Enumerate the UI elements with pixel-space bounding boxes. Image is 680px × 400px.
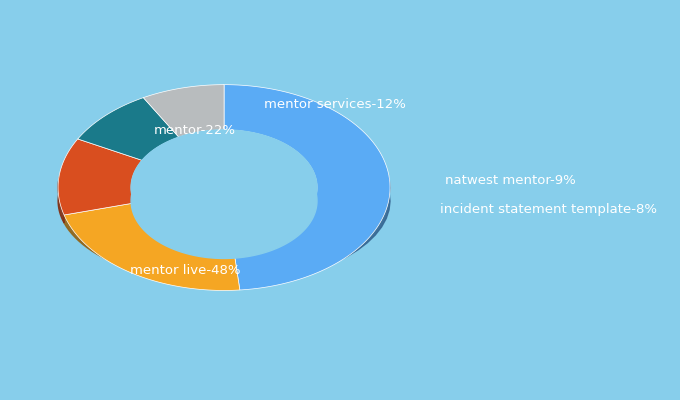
Text: natwest mentor-9%: natwest mentor-9% bbox=[445, 174, 576, 186]
Polygon shape bbox=[177, 140, 224, 159]
Polygon shape bbox=[139, 146, 177, 178]
Text: mentor live-48%: mentor live-48% bbox=[130, 264, 241, 276]
Polygon shape bbox=[78, 115, 143, 162]
Polygon shape bbox=[224, 85, 390, 290]
Polygon shape bbox=[131, 143, 317, 258]
Polygon shape bbox=[58, 139, 142, 215]
Polygon shape bbox=[64, 210, 240, 284]
Polygon shape bbox=[64, 203, 240, 290]
Polygon shape bbox=[131, 200, 233, 249]
Polygon shape bbox=[131, 130, 317, 245]
Polygon shape bbox=[224, 104, 390, 284]
Polygon shape bbox=[143, 104, 224, 128]
Text: mentor services-12%: mentor services-12% bbox=[264, 98, 406, 112]
Polygon shape bbox=[128, 165, 139, 214]
Polygon shape bbox=[224, 140, 320, 249]
Polygon shape bbox=[58, 148, 78, 223]
Polygon shape bbox=[78, 98, 179, 160]
Polygon shape bbox=[143, 85, 224, 137]
Text: mentor-22%: mentor-22% bbox=[154, 124, 236, 136]
Text: incident statement template-8%: incident statement template-8% bbox=[440, 204, 657, 216]
